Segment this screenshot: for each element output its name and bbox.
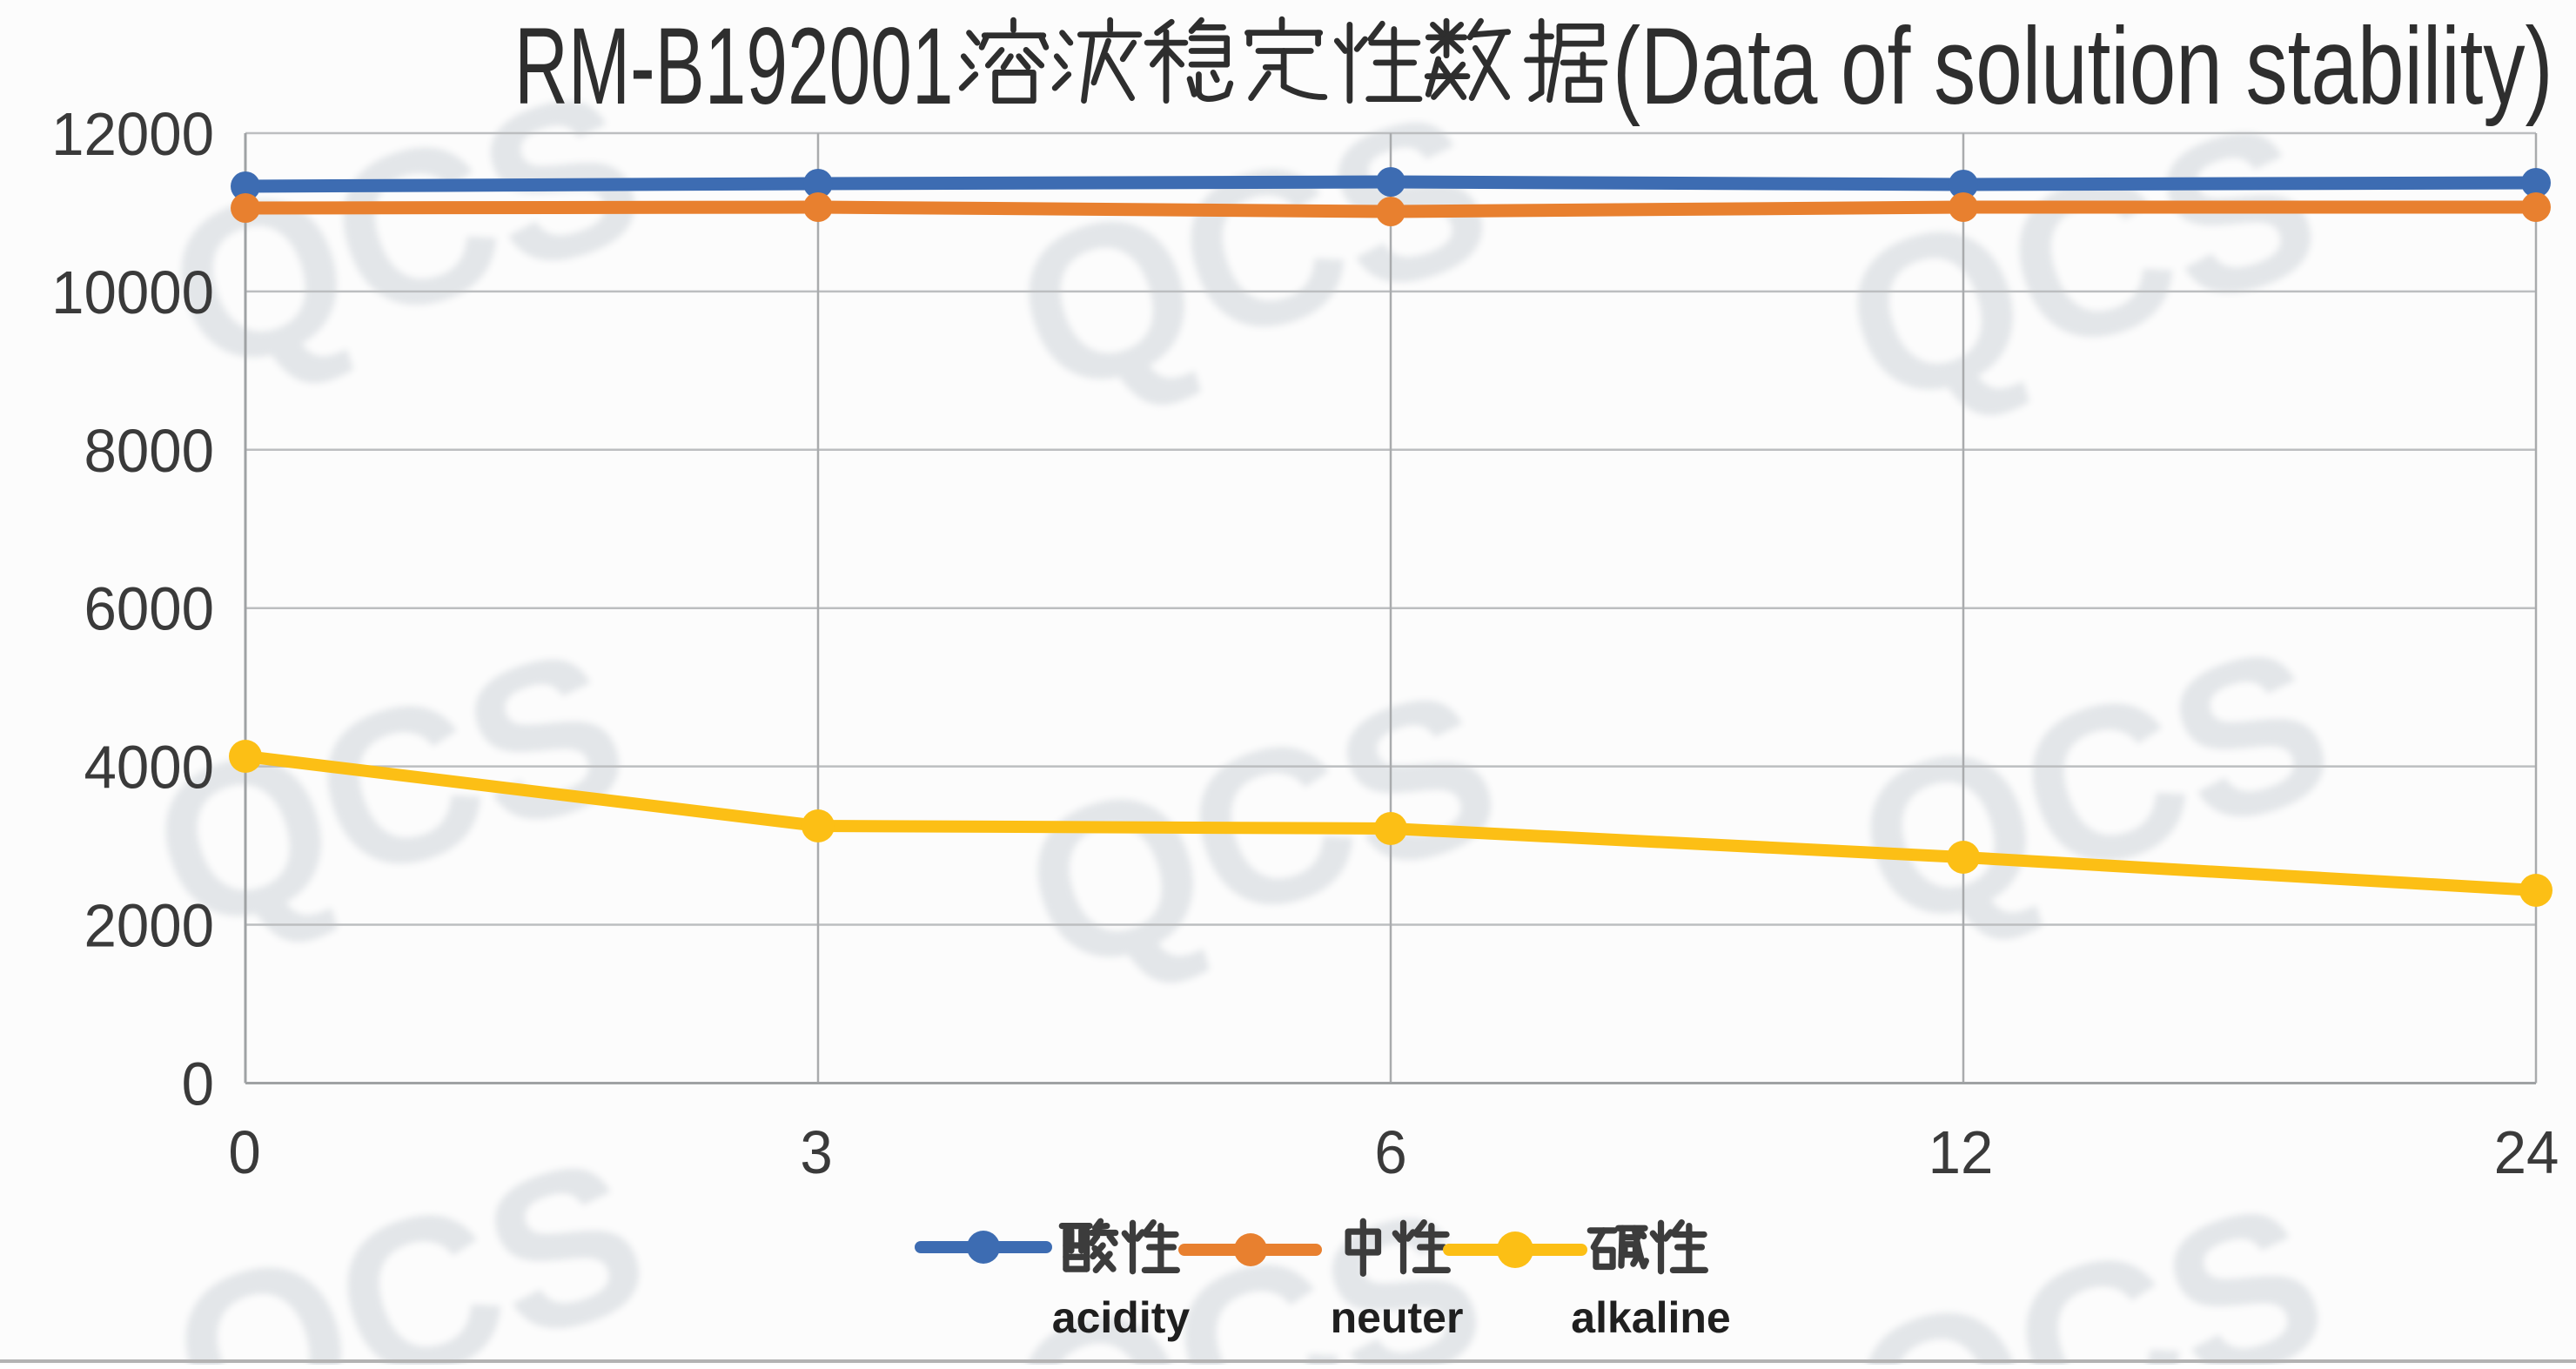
svg-text:2000: 2000 [84, 891, 214, 960]
svg-text:12: 12 [1929, 1118, 1994, 1187]
svg-text:6000: 6000 [84, 574, 214, 643]
svg-text:0: 0 [228, 1118, 260, 1187]
svg-text:3: 3 [800, 1118, 832, 1187]
svg-text:12000: 12000 [51, 100, 214, 169]
svg-text:neuter: neuter [1331, 1293, 1464, 1342]
svg-text:6: 6 [1374, 1118, 1406, 1187]
svg-text:acidity: acidity [1052, 1293, 1191, 1342]
svg-text:24: 24 [2494, 1118, 2559, 1187]
svg-text:4000: 4000 [84, 733, 214, 802]
svg-text:10000: 10000 [51, 258, 214, 327]
svg-text:alkaline: alkaline [1571, 1293, 1730, 1342]
svg-text:RM-B192001: RM-B192001 [514, 5, 953, 127]
svg-text:8000: 8000 [84, 417, 214, 486]
svg-text:(Data of solution stability): (Data of solution stability) [1613, 5, 2553, 127]
svg-text:0: 0 [182, 1050, 214, 1118]
